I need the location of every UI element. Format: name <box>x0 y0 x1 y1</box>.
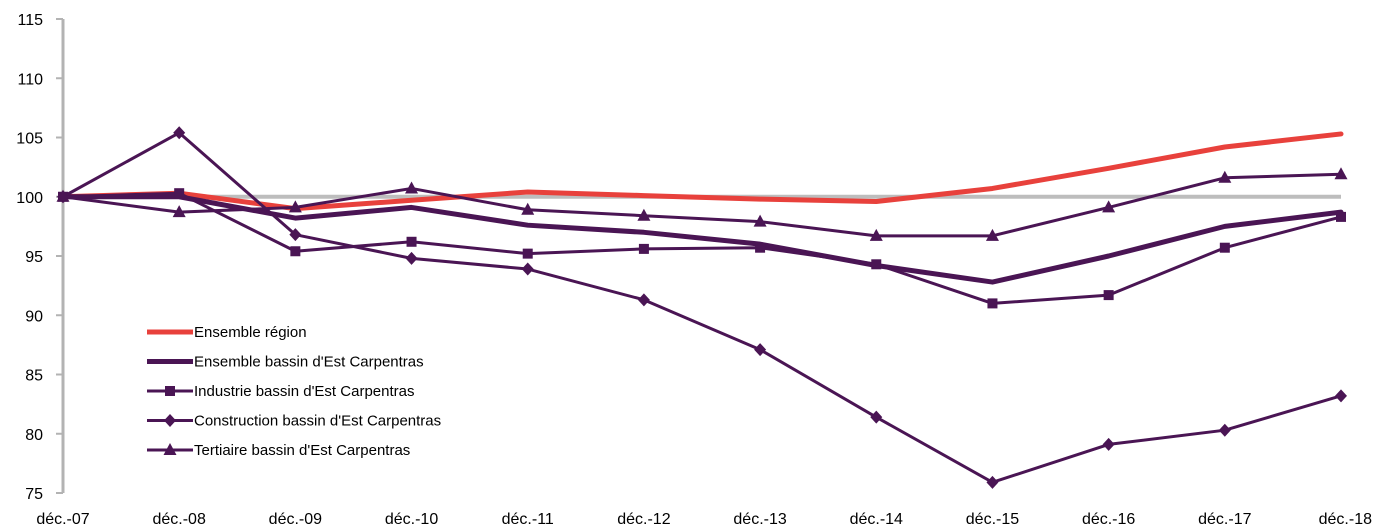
y-tick-label: 110 <box>17 71 43 88</box>
data-point-square <box>290 246 301 257</box>
data-point-square <box>174 188 185 199</box>
x-axis-ticks: déc.-07 déc.-08 déc.-09 déc.-10 déc.-11 déc.-… <box>36 511 1372 528</box>
data-point-square <box>638 243 649 254</box>
x-tick-label: déc.-13 <box>733 511 786 528</box>
legend-item: Tertiaire bassin d'Est Carpentras <box>147 442 410 459</box>
data-point-triangle <box>405 181 419 194</box>
data-point-triangle <box>1102 200 1116 213</box>
y-tick-label: 105 <box>16 131 43 148</box>
y-axis-ticks: 75 80 85 90 95 100 105 110 115 <box>16 12 63 503</box>
legend-label: Construction bassin d'Est Carpentras <box>194 413 441 430</box>
data-point-square <box>1219 242 1230 253</box>
x-tick-label: déc.-08 <box>152 511 205 528</box>
series-5 <box>56 167 1348 241</box>
series-line <box>60 194 1344 285</box>
data-point-diamond <box>289 228 302 242</box>
data-point-triangle <box>172 205 186 218</box>
data-point-triangle <box>521 202 535 215</box>
y-tick-label: 90 <box>25 308 43 325</box>
data-point-diamond <box>405 251 418 265</box>
data-point-diamond <box>1218 423 1231 437</box>
data-point-diamond <box>521 262 534 276</box>
x-tick-label: déc.-09 <box>269 511 322 528</box>
series-line <box>61 131 1343 484</box>
x-tick-label: déc.-16 <box>1082 511 1135 528</box>
legend-marker <box>165 386 175 396</box>
data-point-triangle <box>1218 170 1232 183</box>
series-line <box>61 191 1343 305</box>
legend-label: Ensemble région <box>194 324 307 341</box>
legend-item: Ensemble région <box>147 324 307 341</box>
x-tick-label: déc.-15 <box>966 511 1019 528</box>
series-layer <box>56 126 1348 489</box>
data-point-square <box>871 259 882 270</box>
data-point-square <box>987 298 998 309</box>
x-tick-label: déc.-14 <box>850 511 903 528</box>
data-point-diamond <box>1102 437 1115 451</box>
x-tick-label: déc.-17 <box>1198 511 1251 528</box>
data-point-triangle <box>288 200 302 213</box>
legend-label: Ensemble bassin d'Est Carpentras <box>194 354 424 371</box>
data-point-triangle <box>1334 167 1348 180</box>
legend-item: Ensemble bassin d'Est Carpentras <box>147 354 424 371</box>
data-point-square <box>406 236 417 247</box>
legend-label: Tertiaire bassin d'Est Carpentras <box>194 442 410 459</box>
data-point-diamond <box>637 293 650 307</box>
y-tick-label: 115 <box>17 12 43 29</box>
x-tick-label: déc.-07 <box>36 511 89 528</box>
data-point-square <box>755 242 766 253</box>
x-tick-label: déc.-12 <box>617 511 670 528</box>
series-2 <box>60 194 1344 285</box>
legend-marker <box>164 414 176 427</box>
y-tick-label: 95 <box>25 249 43 266</box>
x-tick-label: déc.-11 <box>502 511 554 528</box>
data-point-diamond <box>870 410 883 424</box>
data-point-diamond <box>986 475 999 489</box>
series-3 <box>58 188 1346 309</box>
x-tick-label: déc.-10 <box>385 511 438 528</box>
series-1 <box>60 131 1344 212</box>
data-point-triangle <box>637 208 651 221</box>
legend-item: Industrie bassin d'Est Carpentras <box>147 383 414 400</box>
series-4 <box>57 126 1347 489</box>
data-point-triangle <box>753 214 767 227</box>
data-point-triangle <box>869 228 883 241</box>
series-line <box>61 172 1343 238</box>
data-point-square <box>1103 290 1114 301</box>
data-point-triangle <box>56 189 70 202</box>
legend-marker <box>163 443 177 455</box>
x-tick-label: déc.-18 <box>1319 511 1372 528</box>
y-tick-label: 80 <box>25 427 43 444</box>
data-point-diamond <box>173 126 186 140</box>
data-point-square <box>522 248 533 259</box>
legend-item: Construction bassin d'Est Carpentras <box>147 413 441 430</box>
y-tick-label: 100 <box>16 190 43 207</box>
legend: Ensemble région Ensemble bassin d'Est Car… <box>147 324 441 459</box>
data-point-diamond <box>1335 389 1347 403</box>
y-tick-label: 75 <box>25 486 43 503</box>
series-line <box>60 131 1344 212</box>
data-point-triangle <box>985 228 999 241</box>
data-point-diamond <box>754 343 767 357</box>
legend-label: Industrie bassin d'Est Carpentras <box>194 383 414 400</box>
y-tick-label: 85 <box>25 368 43 385</box>
data-point-square <box>1336 211 1346 222</box>
